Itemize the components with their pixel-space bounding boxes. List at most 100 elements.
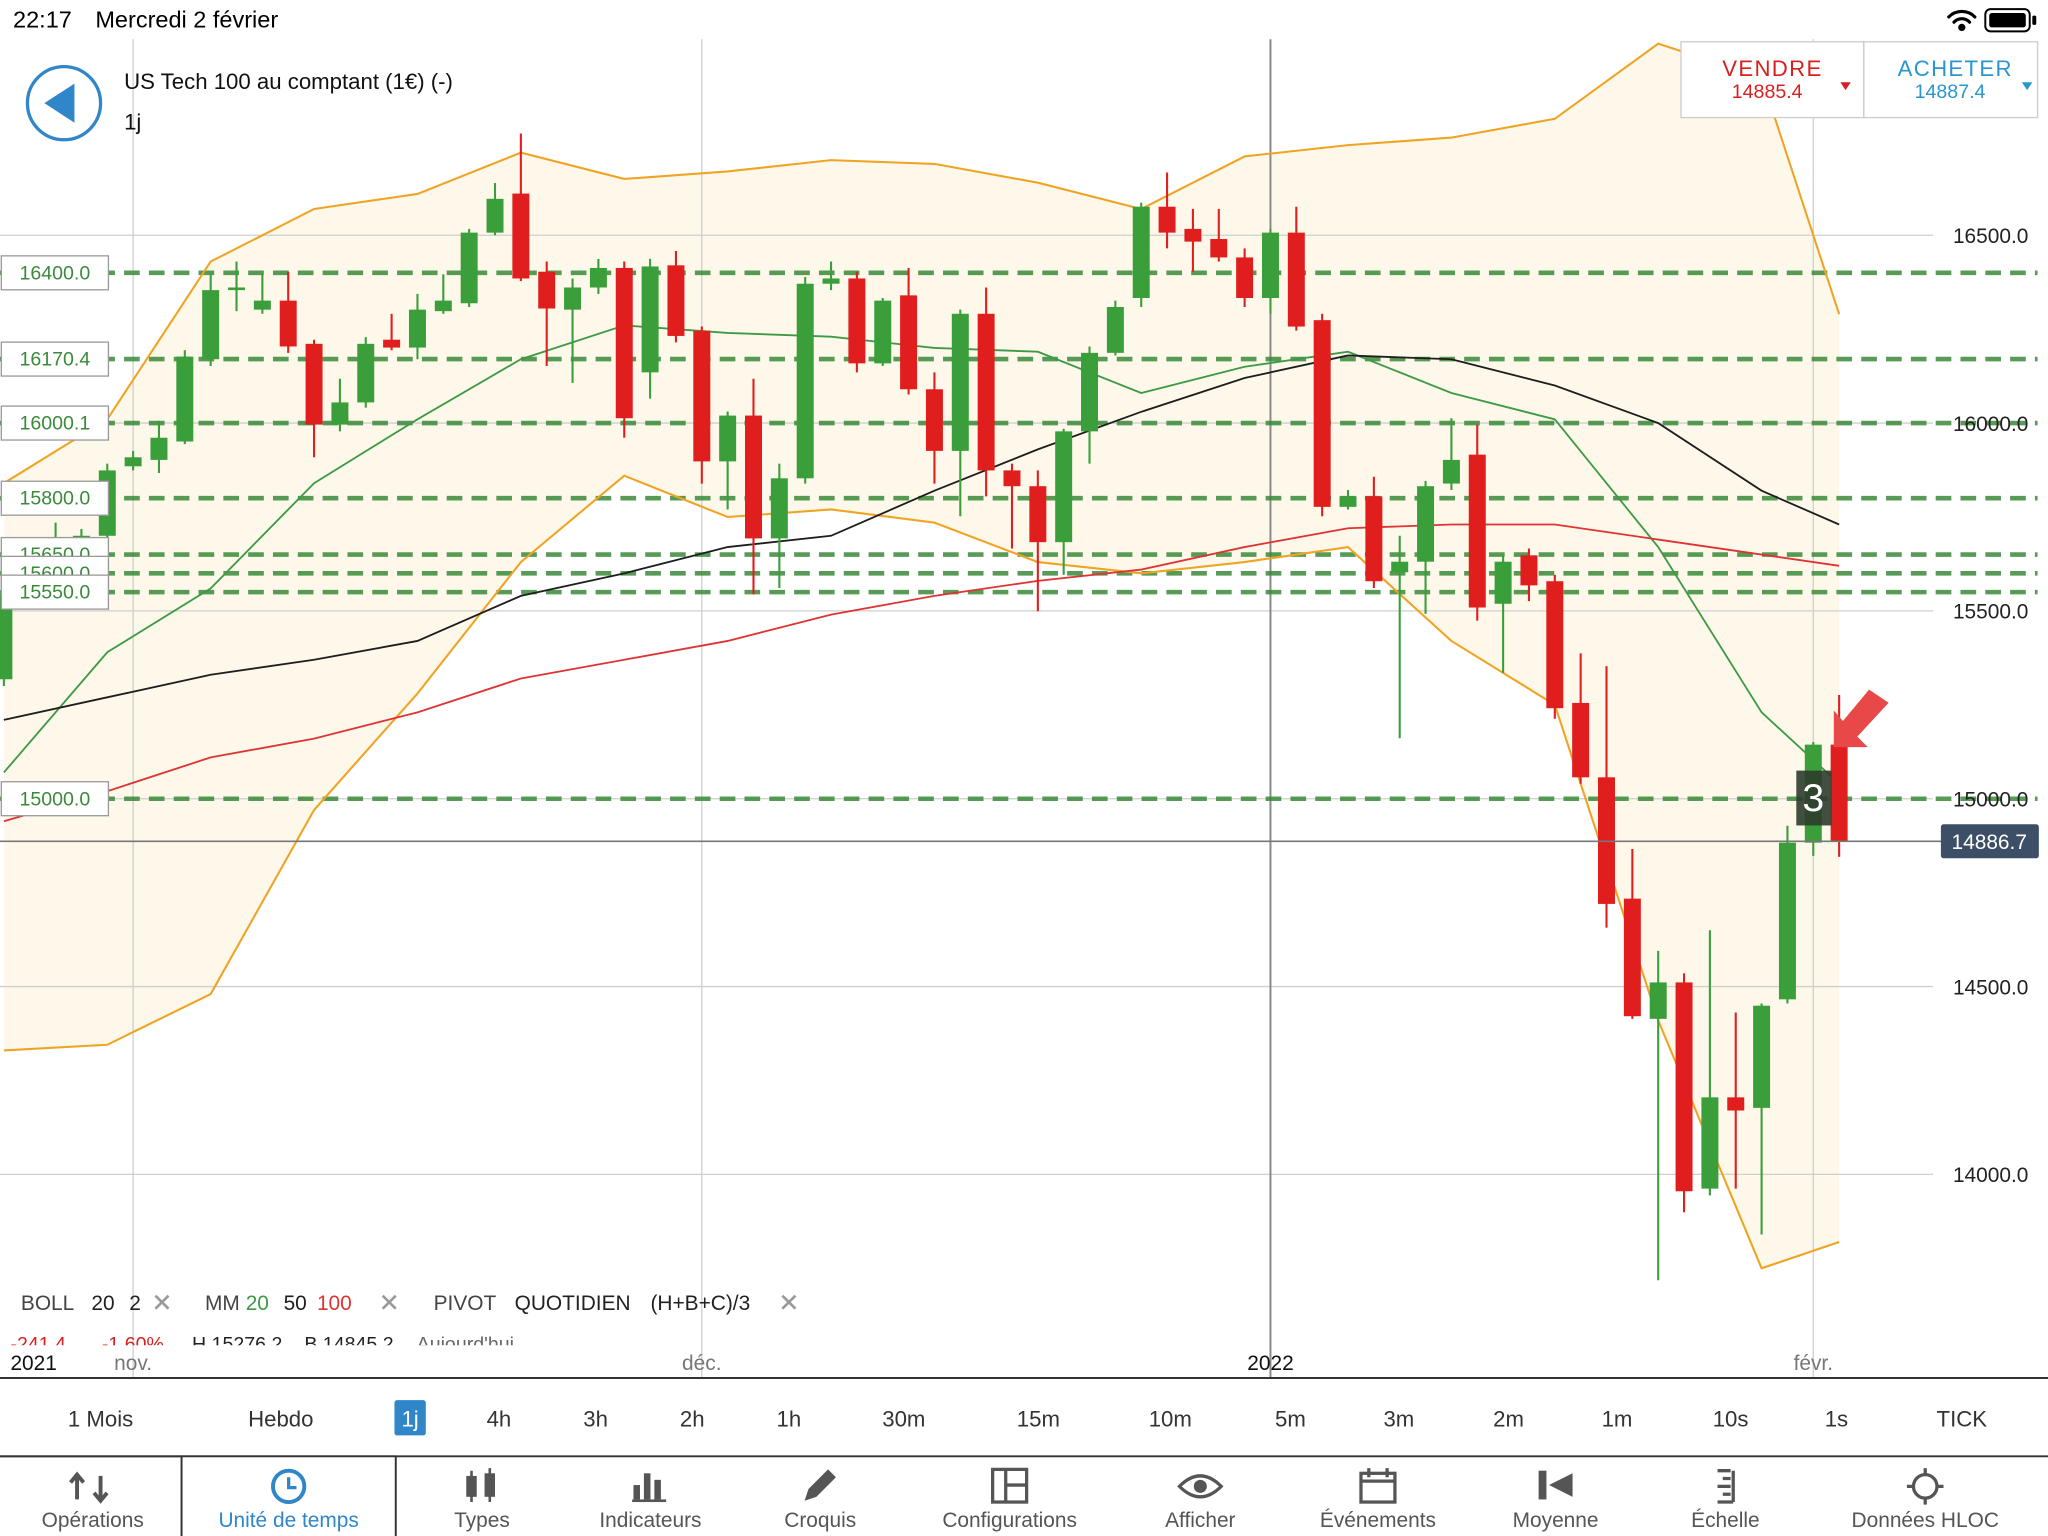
timeframe-bar: 1 Mois Hebdo 1j 4h 3h 2h 1h 30m 15m 10m 5m 3m 2m 1m 10… bbox=[68, 1400, 1988, 1436]
candle-body bbox=[0, 594, 13, 680]
remove-icons[interactable] bbox=[154, 1294, 797, 1310]
candle-body bbox=[1442, 459, 1460, 484]
y-tick-label: 15500.0 bbox=[1953, 601, 2028, 624]
candle-body bbox=[1365, 496, 1383, 582]
tab-icon-part bbox=[654, 1479, 661, 1500]
x-tick-label: nov. bbox=[114, 1352, 152, 1375]
candle-body bbox=[719, 415, 737, 462]
candle-body bbox=[512, 193, 530, 279]
tab-icon-part bbox=[1360, 1468, 1395, 1483]
candle-body bbox=[253, 300, 271, 310]
candle-body bbox=[770, 478, 788, 539]
plot-area bbox=[0, 39, 2038, 1378]
buy-price: 14887.4 bbox=[1915, 81, 1986, 103]
y-tick-label: 14500.0 bbox=[1953, 976, 2028, 999]
candle-body bbox=[1468, 454, 1486, 608]
tab-label[interactable]: Configurations bbox=[942, 1509, 1077, 1532]
status-time: 22:17 bbox=[13, 6, 72, 32]
moving-average bbox=[3, 324, 1840, 785]
tab-icon-part bbox=[470, 1468, 492, 1503]
pivot-label-box bbox=[0, 781, 110, 817]
candle-body bbox=[874, 300, 892, 364]
tab-label[interactable]: Indicateurs bbox=[599, 1509, 701, 1532]
tab-icon-part bbox=[991, 1467, 1029, 1504]
timeframe-selected bbox=[394, 1400, 426, 1436]
timeframe-option[interactable]: 2m bbox=[1493, 1406, 1524, 1431]
candle-body bbox=[1184, 228, 1202, 242]
tab-icon bbox=[1717, 1469, 1735, 1504]
candle-body bbox=[667, 265, 685, 336]
timeframe-option[interactable]: 10m bbox=[1149, 1406, 1192, 1431]
tab-icon-part bbox=[1717, 1469, 1735, 1504]
candle-body bbox=[538, 271, 556, 309]
instrument-title: US Tech 100 au comptant (1€) (-) bbox=[124, 69, 453, 94]
tab-label[interactable]: Moyenne bbox=[1513, 1509, 1599, 1532]
sell-button[interactable]: VENDRE 14885.4 bbox=[1680, 41, 1865, 119]
timeframe-option[interactable]: 3m bbox=[1383, 1406, 1414, 1431]
tab-label[interactable]: Unité de temps bbox=[218, 1509, 358, 1532]
tab-icon-part bbox=[1193, 1479, 1207, 1493]
tab-label[interactable]: Afficher bbox=[1165, 1509, 1235, 1532]
candle-body bbox=[1339, 496, 1357, 507]
timeframe-option[interactable]: 5m bbox=[1275, 1406, 1306, 1431]
candle-body bbox=[1055, 431, 1073, 543]
candle-body bbox=[900, 295, 918, 390]
sell-price: 14885.4 bbox=[1732, 81, 1803, 103]
timeframe-option[interactable]: 1 Mois bbox=[68, 1406, 133, 1431]
legend-boll-width: 2 bbox=[129, 1292, 141, 1315]
stat-high: H 15276.2 bbox=[192, 1334, 282, 1356]
timeframe-option[interactable]: 1h bbox=[777, 1406, 802, 1431]
tab-icon-part bbox=[633, 1485, 640, 1500]
current-price-label: 14886.7 bbox=[1951, 831, 2026, 854]
timeframe-option[interactable]: TICK bbox=[1937, 1406, 1988, 1431]
candle-body bbox=[1261, 232, 1279, 298]
tab-icon bbox=[271, 1468, 307, 1504]
legend-pivot-mode: QUOTIDIEN bbox=[515, 1292, 631, 1315]
sell-label: VENDRE bbox=[1722, 56, 1822, 81]
tab-icon bbox=[1906, 1468, 1944, 1505]
moving-average bbox=[3, 354, 1840, 721]
timeframe-option[interactable]: 3h bbox=[583, 1406, 608, 1431]
tab-icon bbox=[69, 1471, 109, 1504]
wifi-icon bbox=[1947, 9, 1977, 32]
tab-label[interactable]: Échelle bbox=[1691, 1509, 1759, 1532]
back-button[interactable] bbox=[25, 64, 103, 142]
legend-boll-period: 20 bbox=[91, 1292, 114, 1315]
candle-body bbox=[460, 232, 478, 304]
candle-body bbox=[434, 300, 452, 312]
timeframe-option[interactable]: 10s bbox=[1713, 1406, 1749, 1431]
timeframe-option[interactable]: 2h bbox=[680, 1406, 705, 1431]
tab-label[interactable]: Croquis bbox=[784, 1509, 856, 1532]
tab-label[interactable]: Données HLOC bbox=[1852, 1509, 1999, 1532]
timeframe-option[interactable]: 30m bbox=[882, 1406, 925, 1431]
candle-body bbox=[1029, 486, 1047, 543]
tab-label[interactable]: Types bbox=[454, 1509, 510, 1532]
chart-overlay: 16500.0 16000.0 15500.0 15000.0 14500.0 14000… bbox=[0, 225, 2039, 1375]
tab-icon bbox=[1359, 1468, 1397, 1504]
period-label: 1j bbox=[124, 109, 141, 134]
candle-body bbox=[1494, 561, 1512, 604]
candle-body bbox=[589, 267, 607, 288]
timeframe-option[interactable]: Hebdo bbox=[248, 1406, 313, 1431]
timeframe-option[interactable]: 1m bbox=[1602, 1406, 1633, 1431]
candle-body bbox=[357, 343, 375, 403]
pivot-label: 16000.1 bbox=[19, 413, 90, 435]
timeframe-option[interactable]: 1j bbox=[401, 1406, 418, 1431]
tab-label[interactable]: Événements bbox=[1320, 1509, 1436, 1532]
timeframe-option[interactable]: 4h bbox=[487, 1406, 512, 1431]
candle-body bbox=[1753, 1005, 1771, 1108]
pivot-label: 16400.0 bbox=[19, 262, 90, 284]
candle-body bbox=[1675, 982, 1693, 1192]
tab-icon-part bbox=[804, 1469, 836, 1501]
stat-change: -241.4 bbox=[10, 1334, 66, 1356]
candle-body bbox=[408, 309, 426, 348]
buy-button[interactable]: ACHETER 14887.4 bbox=[1863, 41, 2039, 119]
pivot-label: 15000.0 bbox=[19, 788, 90, 810]
candle-body bbox=[951, 313, 969, 451]
tab-label[interactable]: Opérations bbox=[42, 1509, 144, 1532]
alert-arrow bbox=[1833, 689, 1889, 748]
candle-body bbox=[1778, 842, 1796, 1000]
timeframe-option[interactable]: 15m bbox=[1017, 1406, 1060, 1431]
pivot-label-box bbox=[0, 480, 110, 516]
timeframe-option[interactable]: 1s bbox=[1825, 1406, 1848, 1431]
